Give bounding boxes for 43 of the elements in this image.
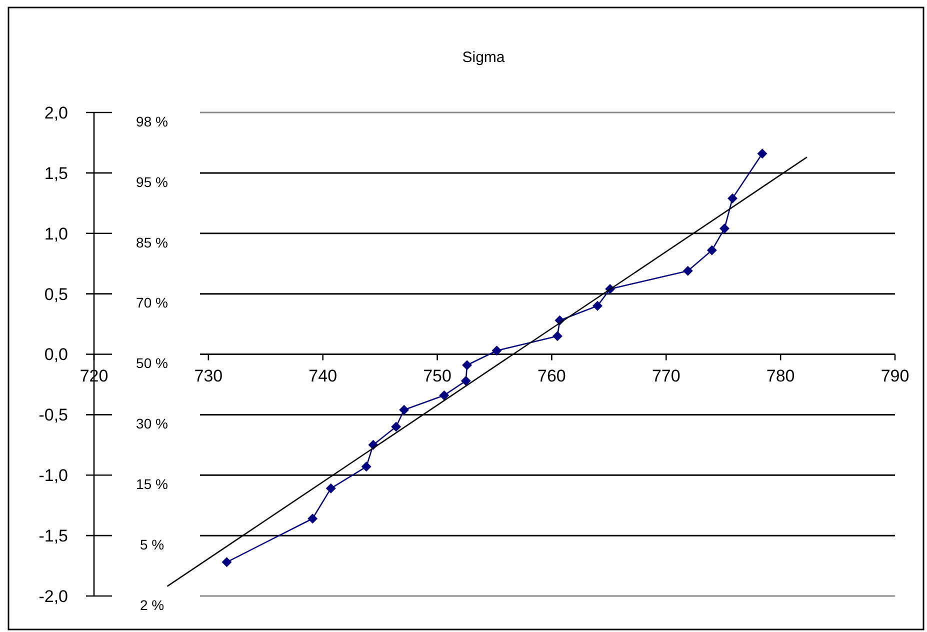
point bbox=[308, 514, 318, 524]
y-tick-label: 0,0 bbox=[44, 345, 68, 364]
x-tick-label: 730 bbox=[194, 366, 223, 386]
point bbox=[391, 422, 402, 432]
point bbox=[682, 266, 693, 276]
y-tick-label: 2,0 bbox=[44, 103, 68, 122]
y-tick-label: -0,5 bbox=[38, 406, 68, 425]
y-tick-label: -2,0 bbox=[38, 586, 68, 606]
point bbox=[439, 390, 450, 400]
point bbox=[361, 462, 372, 472]
x-tick-label: 750 bbox=[423, 366, 452, 386]
y-tick-label: 1,5 bbox=[44, 164, 68, 183]
x-tick-label: 780 bbox=[766, 366, 795, 386]
point bbox=[222, 557, 232, 568]
point bbox=[706, 245, 717, 256]
x-tick-label: 740 bbox=[308, 366, 338, 386]
point bbox=[552, 331, 562, 342]
point bbox=[757, 148, 768, 159]
chart-title: Sigma bbox=[462, 49, 506, 66]
point bbox=[399, 404, 410, 415]
point bbox=[462, 360, 472, 370]
point bbox=[592, 300, 602, 311]
x-tick-label: 770 bbox=[652, 366, 680, 386]
y-tick-label: 1,0 bbox=[44, 224, 68, 244]
y-tick-label: -1,0 bbox=[38, 466, 68, 486]
point bbox=[728, 193, 738, 204]
text: 2 % bbox=[140, 596, 164, 613]
annotation: 50 % bbox=[136, 355, 168, 372]
x-tick-label: 760 bbox=[538, 366, 566, 386]
point bbox=[326, 483, 336, 494]
point bbox=[492, 346, 502, 356]
y-tick-label: 0,5 bbox=[44, 284, 68, 304]
point bbox=[720, 224, 730, 234]
annotation: 85 % bbox=[136, 234, 168, 250]
annotation: 15 % bbox=[136, 476, 168, 492]
point bbox=[460, 376, 471, 386]
x-tick-label: 790 bbox=[880, 366, 910, 386]
y-tick-label: -1,5 bbox=[38, 526, 68, 546]
annotation: 95 % bbox=[136, 174, 168, 190]
annotation: 70 % bbox=[136, 294, 168, 311]
annotation: 30 % bbox=[136, 416, 168, 432]
annotation: 98 % bbox=[136, 113, 168, 130]
annotation: 5 % bbox=[140, 536, 164, 552]
